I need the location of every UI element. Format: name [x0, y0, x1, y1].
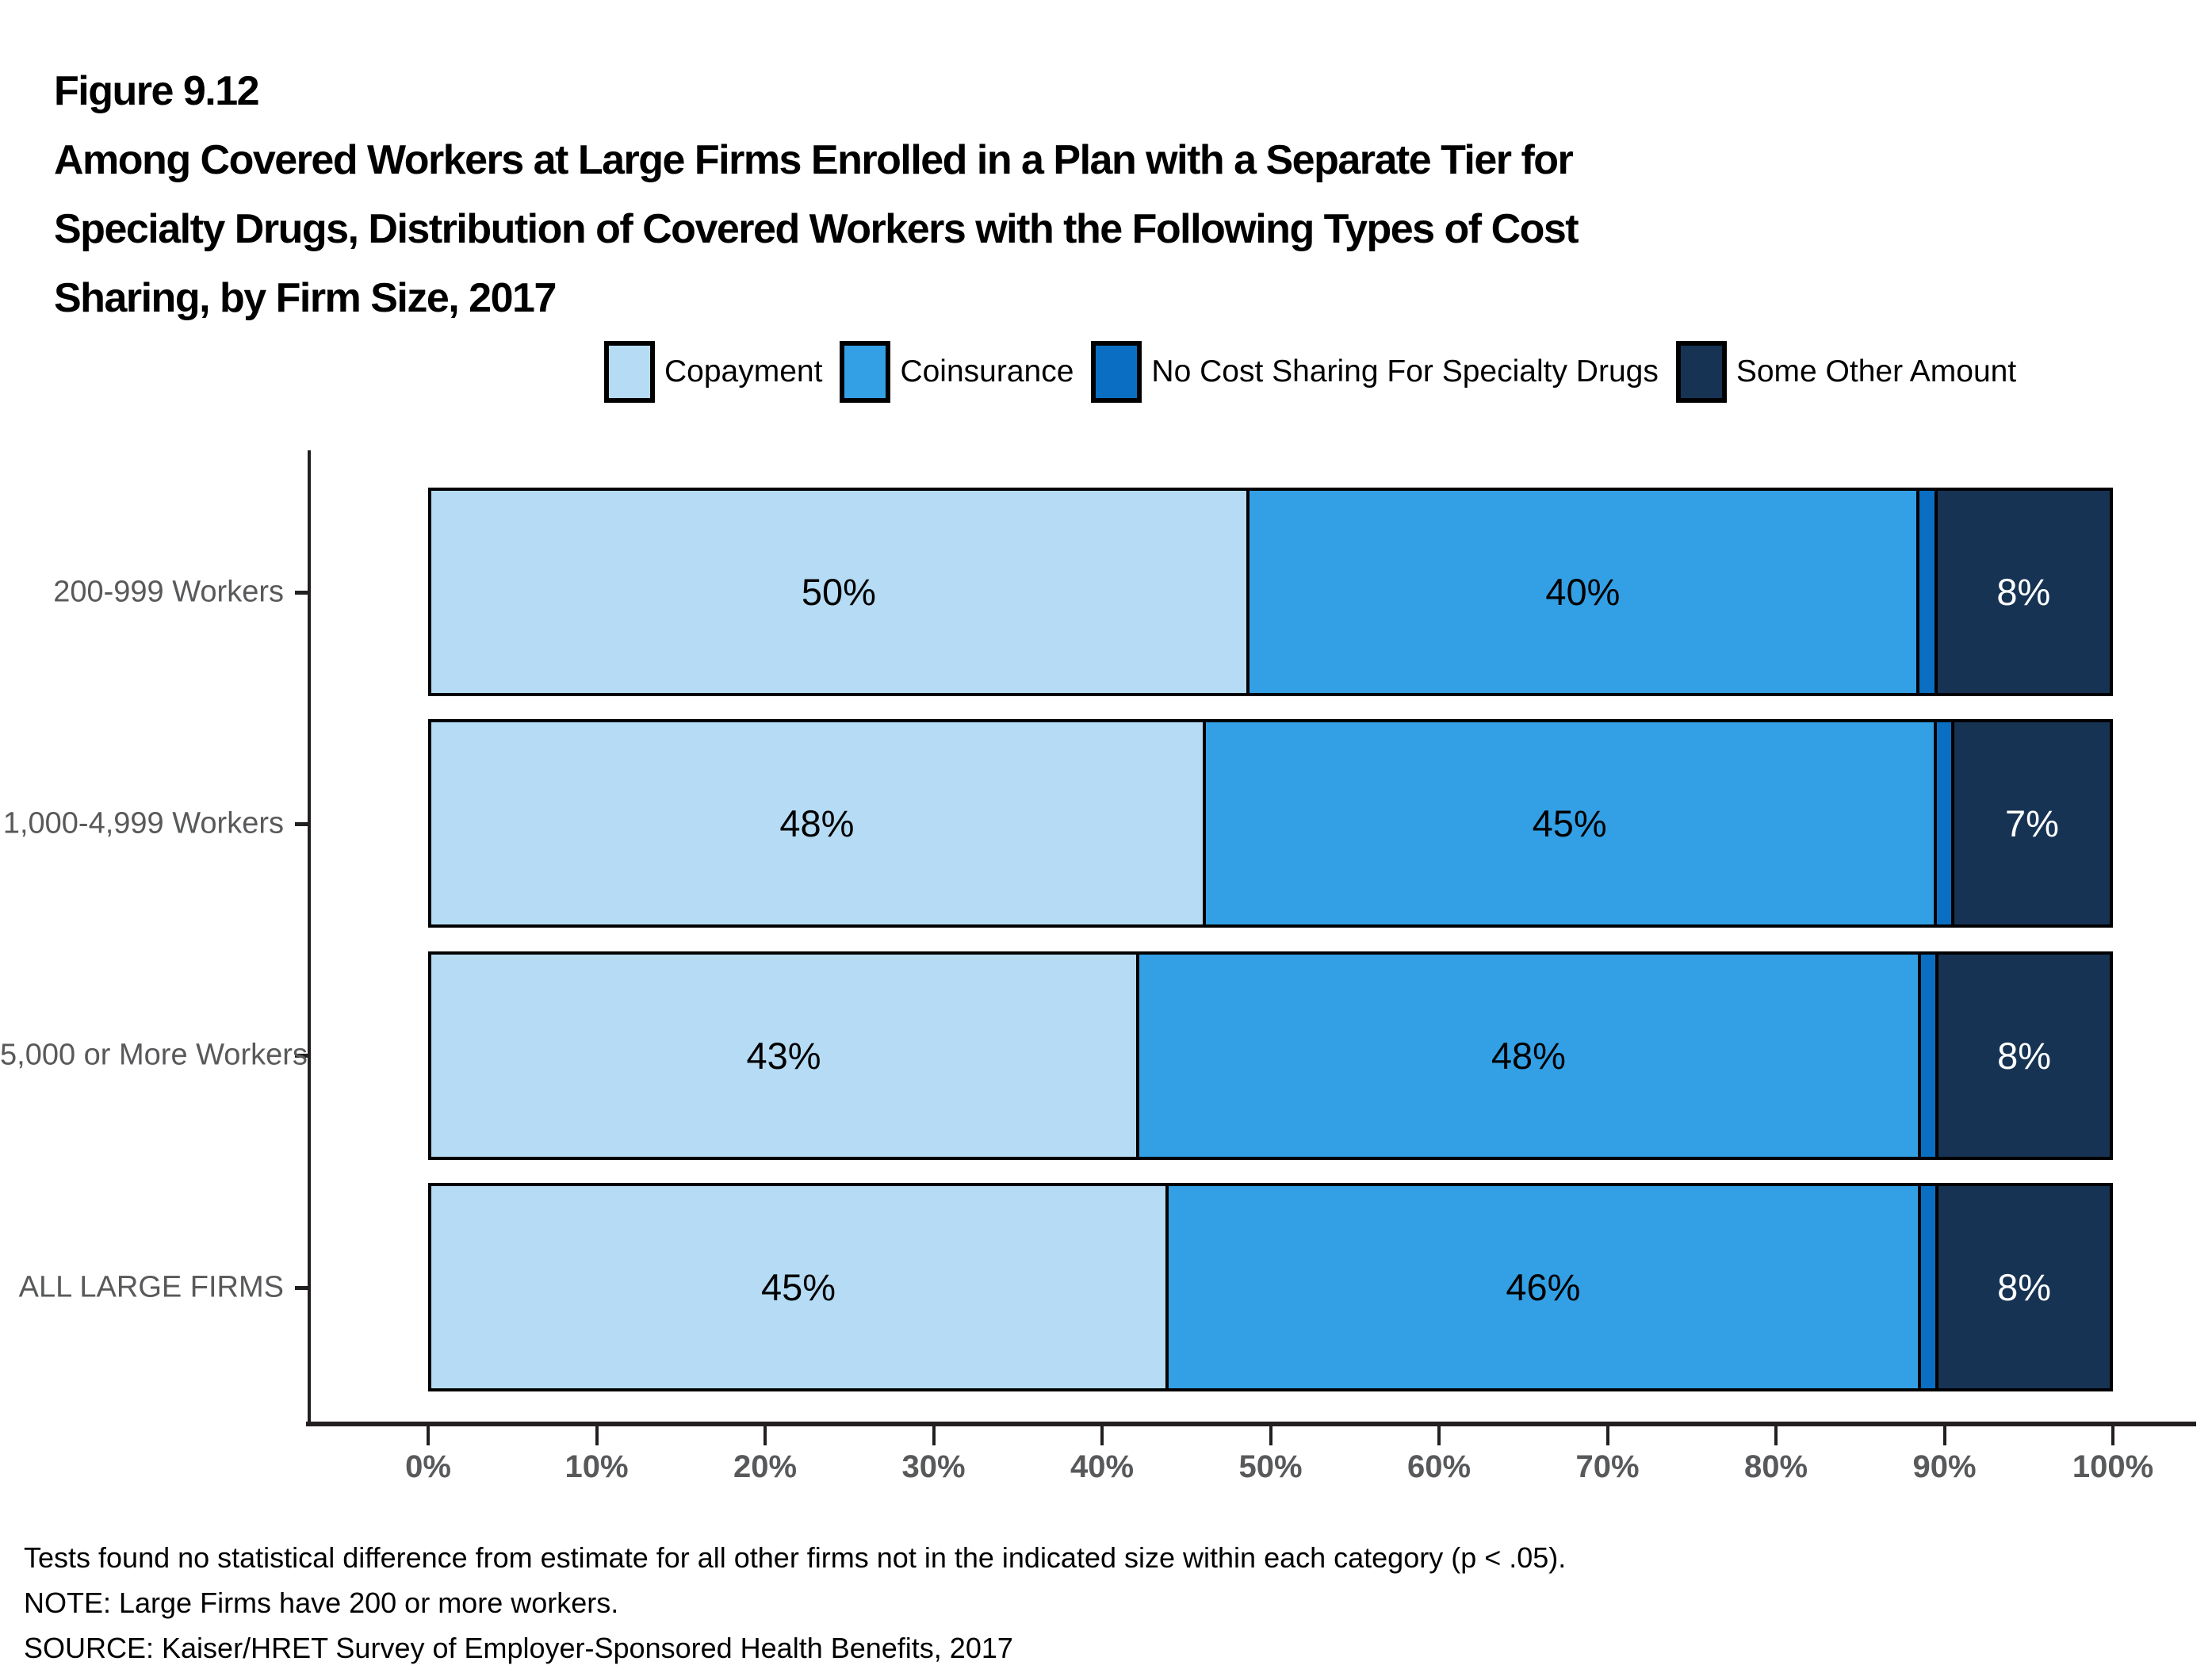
- x-axis-tick-label: 30%: [901, 1449, 966, 1484]
- legend-label: Some Other Amount: [1736, 354, 2017, 388]
- legend-swatch-icon: [840, 341, 891, 403]
- bar-segment: 48%: [1139, 954, 1921, 1157]
- x-axis-tick: [1100, 1426, 1104, 1445]
- stacked-bar-row: 48% 45% 7%: [428, 719, 2113, 928]
- x-axis-tick: [932, 1426, 936, 1445]
- bar-segment-value-label: 7%: [2004, 802, 2059, 845]
- bar-segment: 7%: [1954, 722, 2110, 925]
- x-axis-tick: [1269, 1426, 1272, 1445]
- x-axis-tick-label: 0%: [405, 1449, 451, 1484]
- bar-segment: 50%: [431, 491, 1250, 693]
- x-axis-tick-label: 90%: [1912, 1449, 1977, 1484]
- x-axis-tick: [595, 1426, 599, 1445]
- bar-segment-value-label: 8%: [1997, 1266, 2052, 1309]
- footnotes: Tests found no statistical difference fr…: [24, 1535, 2164, 1665]
- bar-segment: 8%: [1937, 491, 2110, 693]
- x-axis-tick-label: 10%: [564, 1449, 629, 1484]
- category-label: 1,000-4,999 Workers: [2, 806, 284, 840]
- legend-swatch-icon: [604, 341, 655, 403]
- x-axis-tick: [1774, 1426, 1778, 1445]
- bar-segment-value-label: 48%: [1491, 1034, 1566, 1077]
- chart-legend: Copayment Coinsurance No Cost Sharing For …: [604, 341, 2034, 403]
- x-axis-tick: [763, 1426, 767, 1445]
- legend-label: No Cost Sharing For Specialty Drugs: [1151, 354, 1659, 388]
- bar-segment: 43%: [431, 954, 1140, 1157]
- x-axis-tick: [427, 1426, 430, 1445]
- bar-segment: [1920, 954, 1939, 1157]
- x-axis-line: [306, 1422, 2196, 1426]
- legend-item-4: Some Other Amount: [1675, 341, 2017, 403]
- bar-segment: 8%: [1938, 1186, 2110, 1389]
- x-axis-tick: [1605, 1426, 1609, 1445]
- legend-swatch-icon: [1091, 341, 1142, 403]
- bar-segment: [1936, 722, 1954, 925]
- stacked-bar-row: 45% 46% 8%: [428, 1183, 2113, 1392]
- stacked-bar-row: 50% 40% 8%: [428, 488, 2113, 696]
- legend-item-1: Copayment: [604, 341, 822, 403]
- bar-segment: 45%: [1205, 722, 1937, 925]
- x-axis-tick-label: 20%: [733, 1449, 798, 1484]
- category-label: ALL LARGE FIRMS: [18, 1270, 284, 1304]
- footnote-note: NOTE: Large Firms have 200 or more worke…: [24, 1587, 619, 1619]
- bar-segment-value-label: 43%: [746, 1034, 821, 1077]
- bar-segment: [1920, 1186, 1939, 1389]
- bar-segment: 46%: [1169, 1186, 1921, 1389]
- bar-segment-value-label: 8%: [1997, 1034, 2052, 1077]
- legend-label: Coinsurance: [900, 354, 1074, 388]
- y-axis-tick: [295, 590, 308, 595]
- bar-segment-value-label: 50%: [801, 571, 876, 613]
- legend-label: Copayment: [664, 354, 823, 388]
- legend-item-3: No Cost Sharing For Specialty Drugs: [1091, 341, 1659, 403]
- bar-segment-value-label: 8%: [1996, 571, 2051, 613]
- figure-title-line-3: Sharing, by Firm Size, 2017: [54, 275, 557, 321]
- legend-item-2: Coinsurance: [840, 341, 1073, 403]
- y-axis-line: [308, 450, 311, 1426]
- category-label: 5,000 or More Workers: [0, 1038, 308, 1072]
- bar-segment-value-label: 45%: [761, 1266, 836, 1309]
- x-axis-tick: [1942, 1426, 1946, 1445]
- y-axis-tick: [295, 1285, 308, 1290]
- figure-title-line-1: Among Covered Workers at Large Firms Enr…: [54, 137, 1574, 183]
- bar-segment-value-label: 46%: [1506, 1266, 1581, 1309]
- x-axis-tick-label: 50%: [1238, 1449, 1303, 1484]
- bar-segment: 8%: [1938, 954, 2110, 1157]
- figure-title-line-2: Specialty Drugs, Distribution of Covered…: [54, 206, 1579, 252]
- bar-segment: 40%: [1249, 491, 1919, 693]
- footnote-source: SOURCE: Kaiser/HRET Survey of Employer-S…: [24, 1632, 1013, 1664]
- x-axis-tick-label: 40%: [1070, 1449, 1135, 1484]
- footnote-significance: Tests found no statistical difference fr…: [24, 1541, 1567, 1574]
- x-axis-tick-label: 80%: [1743, 1449, 1808, 1484]
- stacked-bar-row: 43% 48% 8%: [428, 951, 2113, 1160]
- legend-swatch-icon: [1675, 341, 1727, 403]
- bar-segment-value-label: 48%: [779, 802, 855, 845]
- y-axis-tick: [295, 1054, 308, 1058]
- bar-segment: 48%: [431, 722, 1206, 925]
- x-axis-tick-label: 70%: [1575, 1449, 1640, 1484]
- title-block: Figure 9.12 Among Covered Workers at Lar…: [54, 57, 1957, 333]
- category-label: 200-999 Workers: [53, 575, 284, 608]
- bar-segment: [1919, 491, 1938, 693]
- bar-segment-value-label: 45%: [1532, 802, 1607, 845]
- x-axis-tick-label: 100%: [2072, 1449, 2154, 1484]
- bar-segment-value-label: 40%: [1545, 571, 1621, 613]
- x-axis-tick-label: 60%: [1406, 1449, 1471, 1484]
- bar-segment: 45%: [431, 1186, 1169, 1389]
- x-axis-tick: [2111, 1426, 2114, 1445]
- y-axis-tick: [295, 821, 308, 826]
- figure-number: Figure 9.12: [54, 68, 260, 114]
- x-axis-tick: [1437, 1426, 1441, 1445]
